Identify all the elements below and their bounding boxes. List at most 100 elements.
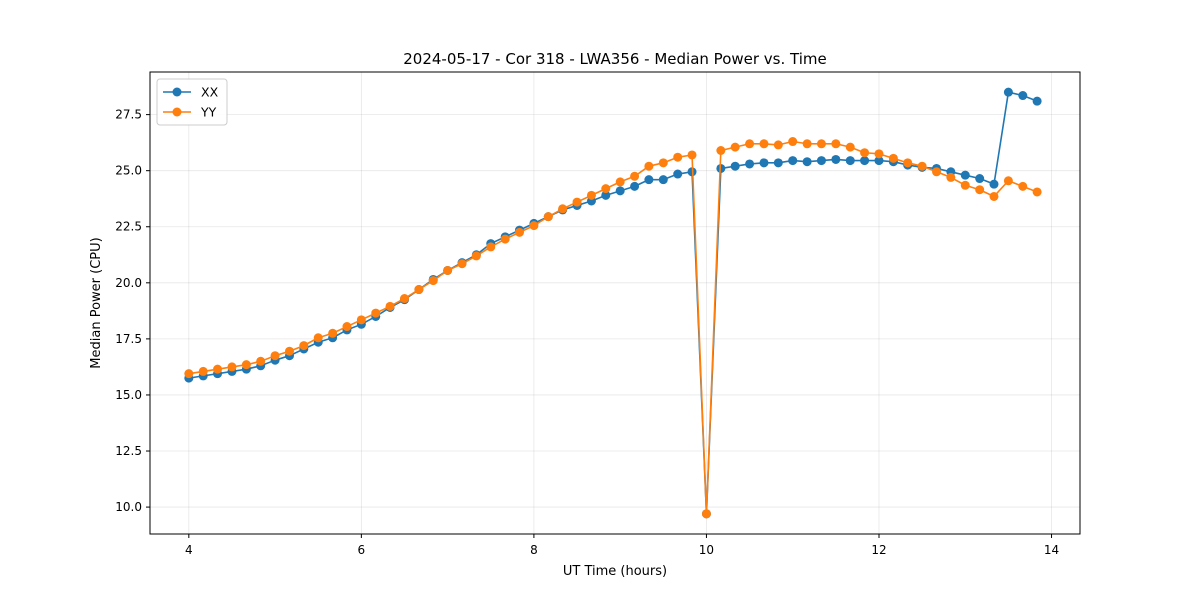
- data-point-xx: [730, 161, 740, 171]
- data-point-xx: [673, 169, 683, 179]
- data-point-yy: [759, 139, 769, 149]
- axis-ticks: 4 6 8 10 12 14 10.0 12.5 15.0 17.5 20.0 22.5 25.0 27.…: [115, 108, 1059, 557]
- data-point-yy: [788, 137, 798, 147]
- plot-series: [184, 87, 1042, 519]
- data-point-yy: [328, 328, 338, 338]
- data-point-yy: [586, 190, 596, 200]
- data-point-yy: [745, 139, 755, 149]
- data-point-yy: [198, 366, 208, 376]
- data-point-yy: [184, 369, 194, 379]
- data-point-xx: [960, 170, 970, 180]
- data-point-yy: [371, 308, 381, 318]
- data-point-xx: [788, 156, 798, 166]
- data-point-yy: [443, 265, 453, 275]
- legend-label-xx: XX: [201, 85, 219, 100]
- data-point-yy: [256, 356, 266, 366]
- y-tick-label: 22.5: [115, 220, 142, 234]
- data-point-yy: [673, 152, 683, 162]
- data-point-yy: [400, 294, 409, 304]
- data-point-yy: [356, 315, 366, 325]
- data-point-xx: [658, 175, 668, 185]
- data-point-yy: [529, 221, 539, 231]
- legend-label-yy: YY: [200, 105, 217, 120]
- data-point-xx: [802, 157, 812, 167]
- data-point-xx: [1003, 87, 1013, 97]
- y-tick-label: 27.5: [115, 108, 142, 122]
- data-point-yy: [342, 322, 352, 332]
- data-point-xx: [975, 174, 985, 184]
- data-point-xx: [860, 156, 870, 166]
- data-point-yy: [730, 142, 740, 152]
- data-point-yy: [860, 148, 870, 158]
- legend-marker-yy: [172, 107, 182, 117]
- data-point-xx: [745, 159, 755, 169]
- data-point-yy: [917, 161, 927, 171]
- data-point-yy: [960, 180, 970, 190]
- data-point-xx: [989, 179, 999, 189]
- data-point-yy: [285, 346, 294, 356]
- data-point-yy: [457, 259, 467, 269]
- data-point-yy: [975, 185, 985, 195]
- data-point-yy: [572, 197, 582, 207]
- data-point-xx: [644, 175, 654, 185]
- data-point-yy: [773, 140, 783, 150]
- data-point-yy: [802, 139, 812, 149]
- y-tick-label: 25.0: [115, 164, 142, 178]
- data-point-xx: [816, 156, 826, 166]
- legend-marker-xx: [172, 87, 182, 97]
- data-point-xx: [874, 156, 884, 166]
- data-point-xx: [1032, 96, 1042, 106]
- data-point-yy: [615, 177, 625, 187]
- legend: XX YY: [156, 78, 228, 126]
- x-tick-label: 8: [530, 543, 538, 557]
- data-point-yy: [227, 362, 237, 372]
- y-tick-label: 10.0: [115, 500, 142, 514]
- data-point-yy: [213, 364, 223, 374]
- data-point-yy: [515, 227, 524, 237]
- data-point-xx: [773, 158, 783, 168]
- data-point-yy: [385, 301, 395, 311]
- data-point-yy: [630, 171, 640, 181]
- plot-frame: [149, 71, 1081, 535]
- data-point-yy: [816, 139, 826, 149]
- data-point-xx: [831, 154, 841, 164]
- data-point-yy: [1018, 181, 1028, 191]
- data-point-yy: [299, 341, 309, 351]
- x-tick-label: 6: [358, 543, 366, 557]
- data-point-xx: [601, 190, 611, 200]
- data-point-yy: [644, 161, 654, 171]
- data-point-yy: [1032, 187, 1042, 197]
- data-point-yy: [903, 158, 913, 168]
- data-point-xx: [630, 181, 640, 191]
- data-point-xx: [615, 186, 625, 196]
- data-point-yy: [845, 142, 855, 152]
- y-tick-label: 12.5: [115, 444, 142, 458]
- x-tick-label: 10: [699, 543, 714, 557]
- data-point-yy: [601, 184, 611, 194]
- data-point-yy: [558, 204, 568, 214]
- chart-title: 2024-05-17 - Cor 318 - LWA356 - Median P…: [403, 50, 827, 68]
- data-point-xx: [759, 158, 769, 168]
- y-axis-label: Median Power (CPU): [89, 237, 104, 368]
- data-point-yy: [543, 212, 553, 222]
- x-tick-label: 14: [1044, 543, 1059, 557]
- data-point-xx: [845, 156, 855, 166]
- data-point-yy: [989, 191, 999, 201]
- y-tick-label: 15.0: [115, 388, 142, 402]
- data-point-xx: [1018, 91, 1028, 101]
- y-tick-label: 20.0: [115, 276, 142, 290]
- data-point-yy: [716, 146, 726, 155]
- x-tick-label: 12: [871, 543, 886, 557]
- y-tick-label: 17.5: [115, 332, 142, 346]
- data-point-yy: [270, 351, 280, 361]
- data-point-yy: [500, 234, 510, 244]
- data-point-yy: [888, 153, 898, 163]
- data-point-yy: [831, 139, 841, 149]
- data-point-yy: [486, 242, 496, 252]
- data-point-yy: [1003, 176, 1013, 186]
- x-axis-label: UT Time (hours): [563, 564, 667, 579]
- data-point-yy: [428, 276, 438, 286]
- data-point-yy: [241, 360, 251, 370]
- x-tick-label: 4: [185, 543, 193, 557]
